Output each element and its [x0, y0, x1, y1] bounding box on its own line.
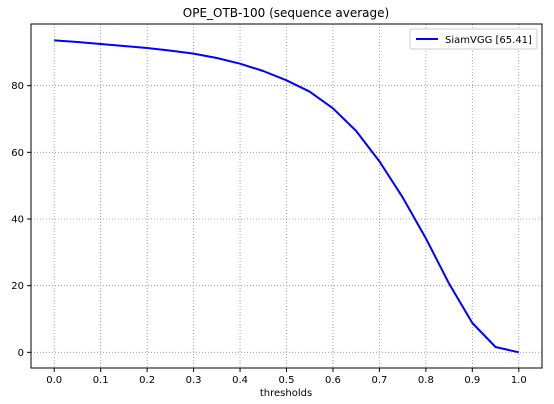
x-tick-label: 0.6: [325, 375, 341, 386]
x-axis: 0.0 0.1 0.2 0.3 0.4 0.5 0.6 0.7 0.8 0.9 1.0: [46, 368, 527, 386]
x-axis-label: thresholds: [260, 388, 312, 399]
chart-title: OPE_OTB-100 (sequence average): [183, 6, 389, 20]
x-tick-label: 0.3: [186, 375, 202, 386]
x-tick-label: 0.7: [371, 375, 387, 386]
x-tick-label: 0.1: [93, 375, 109, 386]
y-tick-label: 40: [11, 215, 24, 226]
x-tick-label: 0.9: [464, 375, 480, 386]
x-tick-label: 0.5: [279, 375, 295, 386]
x-tick-label: 0.8: [418, 375, 434, 386]
y-tick-label: 0: [18, 348, 24, 359]
legend: SiamVGG [65.41]: [409, 28, 538, 50]
series-layer: [54, 39, 519, 354]
y-tick-label: 20: [11, 281, 24, 292]
x-tick-label: 0.2: [139, 375, 155, 386]
y-tick-label: 80: [11, 81, 24, 92]
series-line-0: [54, 39, 519, 354]
grid: [31, 24, 542, 368]
x-tick-label: 0.0: [46, 375, 62, 386]
legend-label: SiamVGG [65.41]: [445, 35, 532, 46]
legend-box: [409, 28, 538, 50]
y-axis: 0 20 40 60 80: [11, 81, 31, 359]
x-tick-label: 1.0: [511, 375, 527, 386]
x-tick-label: 0.4: [232, 375, 248, 386]
y-tick-label: 60: [11, 148, 24, 159]
